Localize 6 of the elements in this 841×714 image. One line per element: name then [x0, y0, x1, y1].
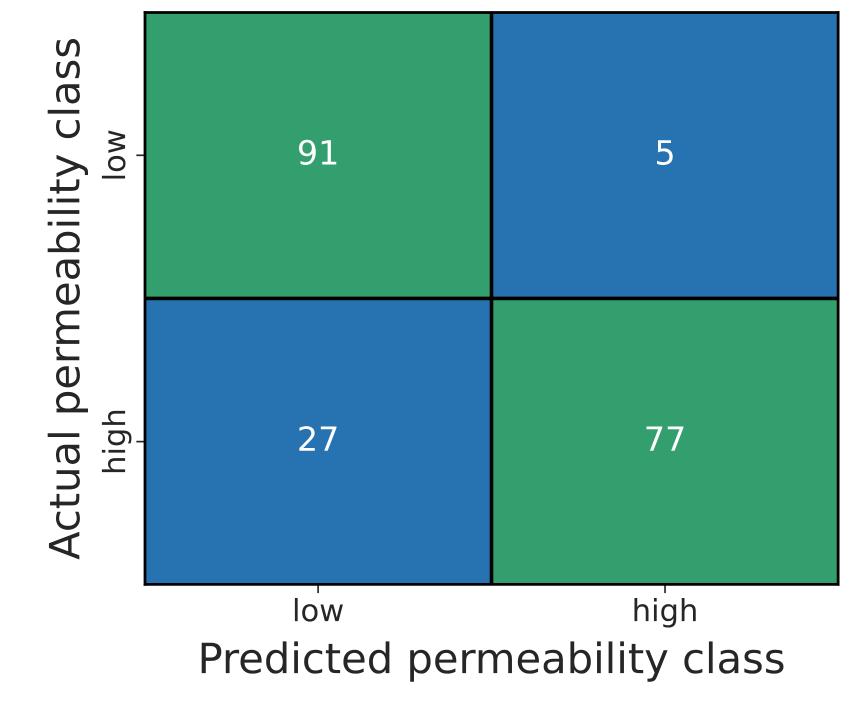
- data-label: 5: [656, 140, 673, 165]
- y-axis-title: Actual permeability class: [48, 39, 88, 560]
- x-axis-title: Predicted permeability class: [202, 641, 784, 682]
- data-label: 77: [646, 426, 684, 451]
- data-label: 91: [299, 140, 336, 165]
- data-label: 27: [299, 426, 336, 451]
